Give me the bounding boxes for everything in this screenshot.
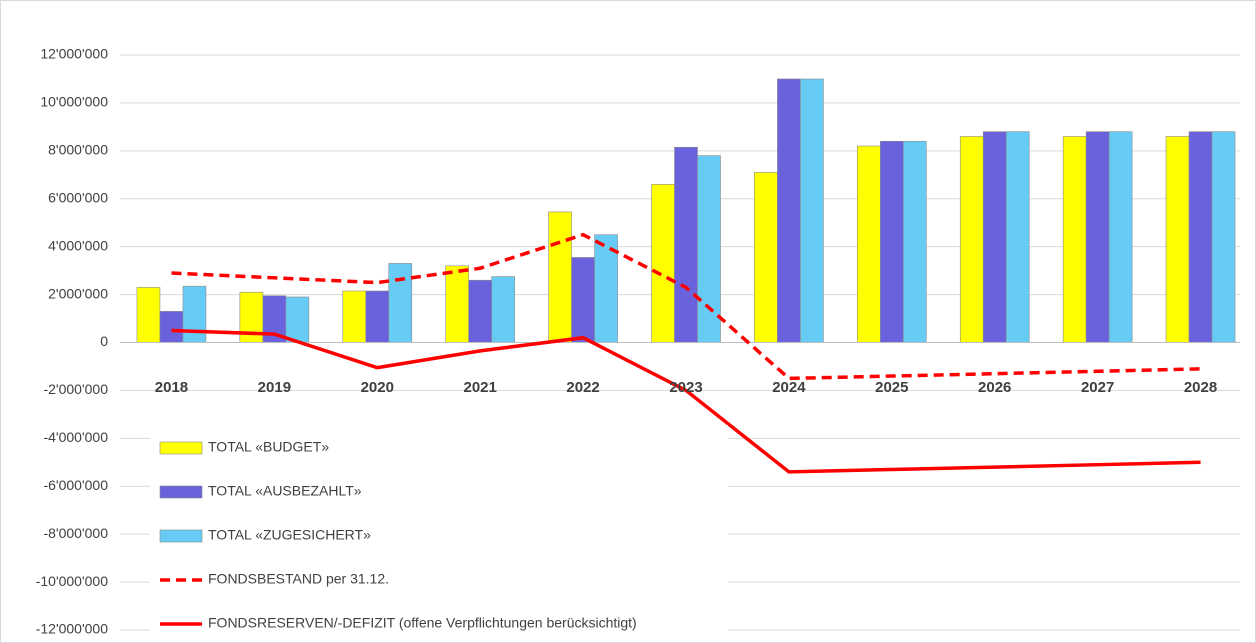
y-tick-label: 6'000'000 (48, 189, 108, 205)
y-tick-label: -2'000'000 (43, 381, 108, 397)
bar (388, 263, 413, 343)
y-tick-label: -8'000'000 (43, 525, 108, 541)
bar (468, 279, 492, 343)
legend-swatch (159, 441, 203, 455)
x-tick-label: 2019 (258, 379, 291, 396)
bar (571, 257, 595, 343)
legend-label: FONDSBESTAND per 31.12. (208, 571, 389, 587)
legend-swatch (159, 485, 203, 499)
x-tick-label: 2022 (566, 379, 599, 396)
x-tick-label: 2023 (669, 379, 702, 396)
x-tick-label: 2018 (155, 379, 188, 396)
bar (777, 78, 801, 343)
bar (1188, 131, 1213, 343)
y-tick-label: 4'000'000 (48, 237, 108, 253)
x-tick-label: 2026 (978, 379, 1011, 396)
y-tick-label: 12'000'000 (40, 46, 108, 62)
bar (1062, 136, 1087, 343)
x-tick-label: 2024 (772, 379, 806, 396)
bar (136, 287, 161, 343)
bar (1108, 131, 1133, 343)
line-series (171, 232, 1201, 381)
x-tick-label: 2027 (1081, 379, 1114, 396)
x-tick-label: 2021 (463, 379, 496, 396)
legend-label: TOTAL «ZUGESICHERT» (208, 527, 371, 543)
bar (1211, 131, 1236, 343)
y-tick-label: -6'000'000 (43, 477, 108, 493)
y-tick-label: -12'000'000 (36, 621, 109, 637)
legend-label: TOTAL «AUSBEZAHLT» (208, 483, 362, 499)
bar (1165, 136, 1190, 343)
bar (674, 146, 698, 343)
bar (285, 296, 310, 343)
x-tick-label: 2025 (875, 379, 908, 396)
bar (1005, 131, 1030, 343)
bar (857, 145, 881, 343)
legend-label: FONDSRESERVEN/-DEFIZIT (offene Verpflich… (208, 615, 637, 631)
legend: TOTAL «BUDGET» TOTAL «AUSBEZAHLT» TOTAL «Z… (150, 425, 728, 640)
bar (651, 184, 675, 343)
bar (982, 131, 1007, 343)
y-tick-label: 10'000'000 (40, 94, 108, 110)
bar (880, 140, 904, 343)
y-tick-label: -4'000'000 (43, 429, 108, 445)
y-tick-label: 0 (100, 333, 108, 349)
bar (959, 136, 984, 343)
y-tick-label: -10'000'000 (36, 573, 109, 589)
bar (800, 78, 824, 343)
bar (697, 155, 721, 343)
legend-swatch (159, 529, 203, 543)
bar (182, 285, 207, 343)
bar (365, 290, 390, 343)
bar (159, 311, 184, 343)
x-tick-label: 2028 (1184, 379, 1217, 396)
y-tick-label: 2'000'000 (48, 285, 108, 301)
bar (342, 290, 367, 343)
legend-box (150, 425, 728, 640)
bar (445, 265, 469, 343)
legend-label: TOTAL «BUDGET» (208, 439, 329, 455)
bar (548, 211, 572, 343)
bar (491, 276, 515, 343)
y-tick-label: 8'000'000 (48, 142, 108, 158)
bar (903, 140, 927, 343)
x-tick-label: 2020 (361, 379, 394, 396)
bar (1085, 131, 1110, 343)
line-series (171, 328, 1201, 474)
bar (754, 172, 778, 343)
